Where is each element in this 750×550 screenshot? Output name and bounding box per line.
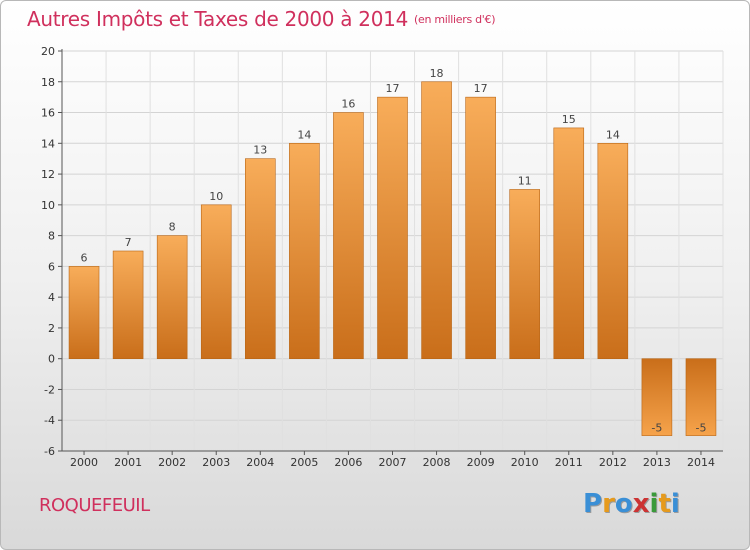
- y-tick-label: 0: [48, 353, 55, 366]
- y-tick-label: -4: [44, 414, 55, 427]
- data-label: 17: [474, 82, 488, 95]
- x-tick-label: 2013: [643, 456, 671, 469]
- x-tick-label: 2008: [423, 456, 451, 469]
- x-tick-label: 2012: [599, 456, 627, 469]
- x-tick-label: 2004: [246, 456, 274, 469]
- x-tick-label: 2000: [70, 456, 98, 469]
- x-tick-label: 2007: [379, 456, 407, 469]
- logo-letter: t: [658, 489, 671, 519]
- x-tick-label: 2001: [114, 456, 142, 469]
- x-tick-label: 2006: [334, 456, 362, 469]
- proxiti-logo[interactable]: Proxiti: [583, 489, 680, 519]
- x-tick-label: 2010: [511, 456, 539, 469]
- data-label: 8: [169, 221, 176, 234]
- bar: [112, 250, 144, 359]
- chart-title-text: Autres Impôts et Taxes de 2000 à 2014: [27, 7, 408, 31]
- bar: [465, 96, 496, 359]
- bar: [377, 96, 408, 359]
- y-tick-label: 10: [41, 199, 55, 212]
- data-label: 15: [562, 113, 576, 126]
- bar: [685, 358, 717, 436]
- data-label: 14: [606, 128, 620, 141]
- logo-letter: x: [632, 489, 650, 519]
- y-tick-label: 14: [41, 137, 55, 150]
- bar: [289, 143, 320, 359]
- x-tick-label: 2005: [290, 456, 318, 469]
- bar: [553, 127, 585, 359]
- data-label: -5: [695, 422, 706, 435]
- x-tick-label: 2014: [687, 456, 715, 469]
- bar: [245, 158, 276, 359]
- data-label: 7: [125, 236, 132, 249]
- logo-letter: i: [670, 489, 680, 519]
- logo-letter: r: [602, 489, 615, 519]
- data-label: 11: [518, 174, 532, 187]
- chart-title: Autres Impôts et Taxes de 2000 à 2014 (en…: [27, 7, 495, 31]
- data-label: 18: [430, 67, 444, 80]
- y-tick-label: 12: [41, 168, 55, 181]
- data-label: 17: [386, 82, 400, 95]
- y-tick-label: 6: [48, 260, 55, 273]
- bar: [333, 112, 364, 359]
- data-label: 14: [297, 128, 311, 141]
- logo-letter: i: [649, 489, 659, 519]
- y-tick-label: -6: [44, 445, 55, 458]
- x-tick-label: 2002: [158, 456, 186, 469]
- place-name: ROQUEFEUIL: [39, 495, 150, 516]
- data-label: 10: [209, 190, 223, 203]
- logo-letter: o: [614, 489, 633, 519]
- data-labels: 6 7 8 10 13 14 16 17 18 17 11 15 14 -5 -5: [81, 67, 707, 435]
- y-tick-label: 2: [48, 322, 55, 335]
- y-tick-label: 4: [48, 291, 55, 304]
- bar: [156, 235, 188, 359]
- x-axis: 2000 2001 2002 2003 2004 2005 2006 2007 2008 2009…: [62, 450, 723, 469]
- y-tick-label: 8: [48, 230, 55, 243]
- y-tick-label: 18: [41, 76, 55, 89]
- data-label: -5: [651, 422, 662, 435]
- logo-letter: P: [583, 489, 603, 519]
- y-tick-label: 20: [41, 45, 55, 58]
- data-label: 13: [253, 144, 267, 157]
- x-tick-label: 2003: [202, 456, 230, 469]
- chart-subtitle: (en milliers d'€): [414, 13, 496, 26]
- bar: [68, 266, 100, 359]
- data-label: 16: [341, 98, 355, 111]
- y-tick-label: -2: [44, 383, 55, 396]
- data-label: 6: [81, 251, 88, 264]
- bars: [68, 81, 717, 436]
- bar: [509, 189, 540, 359]
- x-tick-label: 2011: [555, 456, 583, 469]
- bar: [421, 81, 452, 359]
- bar: [200, 204, 232, 359]
- bar: [597, 143, 629, 359]
- y-tick-label: 16: [41, 107, 55, 120]
- x-tick-label: 2009: [467, 456, 495, 469]
- bar: [641, 358, 673, 436]
